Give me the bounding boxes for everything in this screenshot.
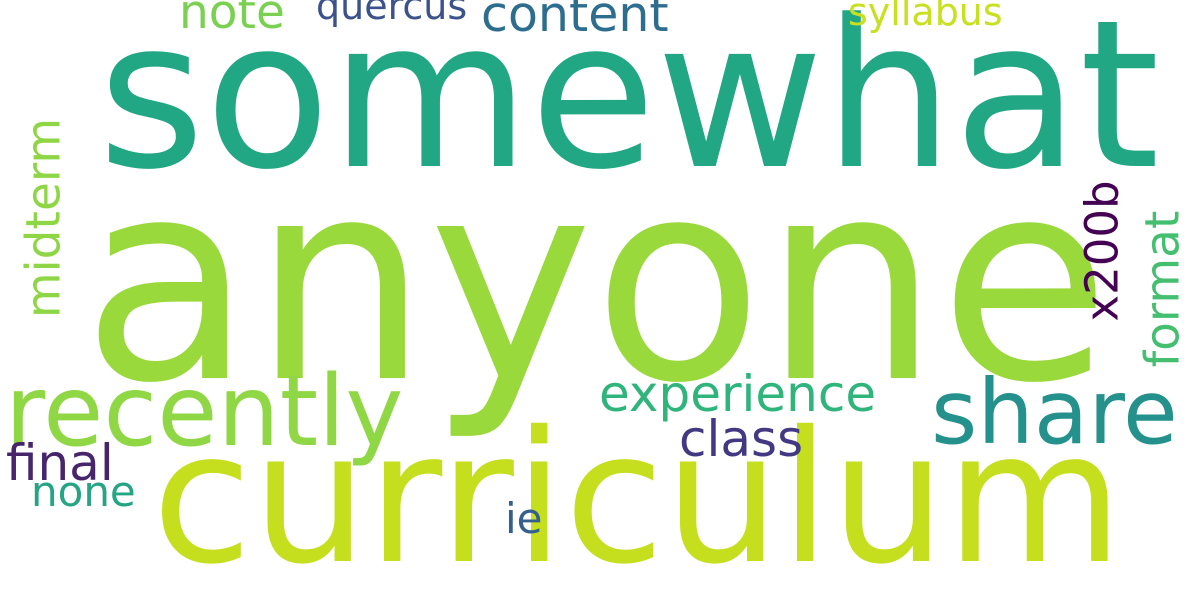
word-quercus: quercus <box>316 0 468 28</box>
word-ie: ie <box>505 494 543 543</box>
word-experience: experience <box>599 365 877 423</box>
word-midterm: midterm <box>16 117 72 319</box>
word-somewhat: somewhat <box>98 0 1160 215</box>
word-share: share <box>931 360 1178 464</box>
word-format: format <box>1135 210 1191 368</box>
word-final: final <box>6 434 114 492</box>
word-recently: recently <box>5 355 404 469</box>
word-syllabus: syllabus <box>848 0 1003 34</box>
word-note: note <box>179 0 285 40</box>
word-none: none <box>31 467 136 516</box>
word-x200b: x200b <box>1075 180 1129 322</box>
word-anyone: anyone <box>82 120 1111 444</box>
word-content: content <box>481 0 669 43</box>
word-class: class <box>679 410 804 468</box>
word-curriculum: curriculum <box>152 392 1124 600</box>
